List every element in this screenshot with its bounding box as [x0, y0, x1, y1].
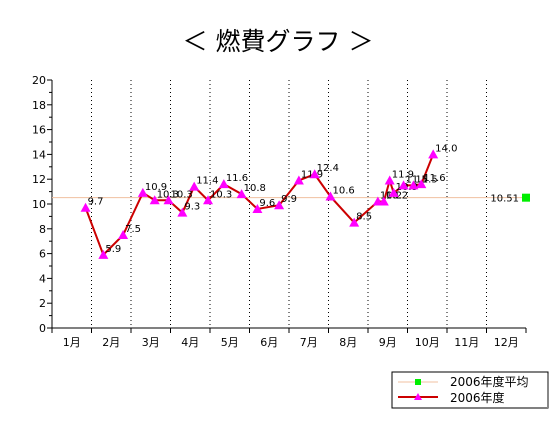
average-label: 10.51	[490, 194, 519, 205]
data-label: 9.6	[259, 198, 275, 209]
y-tick-label: 14	[32, 148, 46, 161]
data-point	[384, 175, 395, 185]
y-tick-label: 2	[39, 297, 46, 310]
x-tick-label: 2月	[102, 336, 120, 349]
y-tick-label: 10	[32, 198, 46, 211]
y-tick-label: 18	[32, 99, 46, 112]
data-label: 11.4	[196, 176, 218, 187]
data-label: 11.9	[392, 169, 414, 180]
y-tick-label: 6	[39, 248, 46, 261]
data-point	[428, 149, 439, 159]
legend-label-average: 2006年度平均	[450, 374, 529, 389]
x-tick-label: 10月	[415, 336, 440, 349]
data-point	[80, 202, 91, 212]
data-point	[408, 180, 419, 190]
legend-box	[391, 371, 549, 409]
data-point	[149, 195, 160, 205]
data-point	[218, 179, 229, 189]
data-point	[189, 181, 200, 191]
data-label: 10.8	[244, 183, 266, 194]
data-label: 14.0	[435, 143, 457, 154]
data-label: 11.6	[226, 173, 248, 184]
legend-swatch-average-marker	[415, 379, 421, 385]
x-tick-label: 12月	[494, 336, 519, 349]
legend-swatch-series-marker	[414, 393, 422, 400]
data-point	[137, 187, 148, 197]
x-tick-label: 1月	[63, 336, 81, 349]
data-point	[293, 175, 304, 185]
x-tick-label: 4月	[181, 336, 199, 349]
data-point	[325, 191, 336, 201]
data-label: 9.9	[281, 194, 297, 205]
data-label: 7.5	[125, 224, 141, 235]
data-label: 5.9	[105, 244, 121, 255]
data-point	[274, 200, 285, 210]
data-point	[98, 249, 109, 259]
data-label: 10.6	[332, 186, 354, 197]
x-tick-label: 8月	[339, 336, 357, 349]
data-label: 11.5	[415, 174, 437, 185]
data-point	[118, 230, 129, 239]
average-marker	[522, 193, 530, 202]
legend-label-series: 2006年度	[450, 390, 505, 405]
x-tick-label: 3月	[142, 336, 160, 349]
data-label: 10.3	[210, 189, 232, 200]
data-point	[349, 217, 360, 227]
data-label: 12.4	[317, 163, 339, 174]
x-tick-label: 5月	[221, 336, 239, 349]
y-tick-label: 8	[39, 223, 46, 236]
series-layer: 9.75.97.510.910.310.39.311.410.311.610.8…	[80, 143, 457, 259]
x-tick-label: 9月	[379, 336, 397, 349]
y-tick-label: 0	[39, 322, 46, 335]
data-label: 10.9	[145, 182, 167, 193]
data-label: 11.5	[406, 174, 428, 185]
data-point	[378, 196, 389, 206]
data-label: 8.5	[356, 212, 372, 223]
chart-title: ＜ 燃費グラフ ＞	[183, 27, 374, 56]
data-label: 10.3	[157, 189, 179, 200]
y-tick-label: 16	[32, 124, 46, 137]
data-label: 11.6	[423, 173, 445, 184]
data-label: 10.3	[171, 189, 193, 200]
data-point	[252, 203, 263, 213]
data-label: 9.7	[88, 197, 104, 208]
x-tick-label: 11月	[454, 336, 479, 349]
x-tick-label: 7月	[300, 336, 318, 349]
data-point	[236, 189, 247, 199]
y-tick-label: 4	[39, 272, 46, 285]
data-point	[177, 207, 188, 217]
data-point	[416, 179, 427, 189]
axis-layer: 0 2 4 6 8 10 12 14 16 18 20 1月 2月 3月 4月 5月 6月 7月 8月 9月 10月 11…	[32, 74, 527, 349]
average-layer: 10.51	[52, 193, 530, 205]
y-tick-label: 20	[32, 74, 46, 87]
data-point	[309, 169, 320, 179]
data-point	[388, 187, 399, 197]
x-tick-label: 6月	[260, 336, 278, 349]
data-label: 9.3	[184, 202, 200, 213]
data-point	[203, 195, 214, 205]
data-point	[398, 180, 409, 190]
data-point	[163, 195, 174, 205]
y-tick-label: 12	[32, 173, 46, 186]
